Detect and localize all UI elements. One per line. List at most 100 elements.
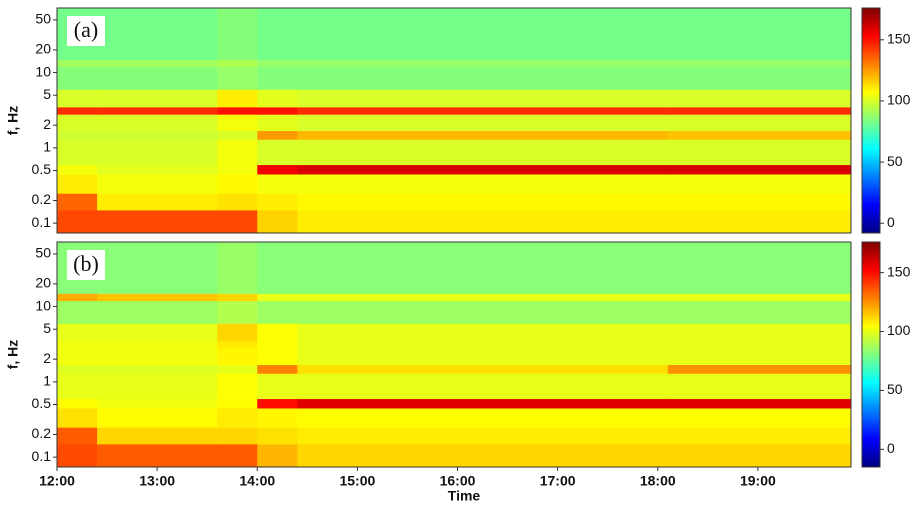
- colorbar-step: [862, 267, 880, 269]
- colorbar-step: [862, 181, 880, 183]
- colorbar-step: [862, 407, 880, 409]
- colorbar-frame: [861, 241, 881, 468]
- heat-cell: [297, 348, 669, 366]
- heat-cell: [257, 373, 298, 400]
- y-tick-label: 0.2: [32, 191, 52, 207]
- heat-cell: [97, 340, 218, 349]
- colorbar-step: [862, 257, 880, 259]
- colorbar-step: [862, 154, 880, 156]
- colorbar-step: [862, 82, 880, 84]
- colorbar-step: [862, 145, 880, 147]
- y-tick-label: 10: [35, 63, 51, 79]
- colorbar-tick-label: 0: [887, 440, 895, 456]
- heat-cell: [297, 407, 669, 428]
- colorbar-step: [862, 437, 880, 439]
- colorbar-step: [862, 411, 880, 413]
- colorbar-step: [862, 36, 880, 38]
- colorbar-step: [862, 307, 880, 309]
- colorbar-step: [862, 39, 880, 41]
- colorbar-step: [862, 163, 880, 165]
- colorbar-step: [862, 306, 880, 308]
- colorbar-step: [862, 316, 880, 318]
- heat-cell: [217, 89, 258, 108]
- panel-label-box: [67, 16, 105, 46]
- heat-cell: [57, 106, 98, 115]
- colorbar-step: [862, 51, 880, 53]
- colorbar-step: [862, 342, 880, 344]
- colorbar-step: [862, 131, 880, 133]
- heat-cell: [217, 427, 258, 445]
- colorbar-step: [862, 274, 880, 276]
- colorbar-step: [862, 329, 880, 331]
- colorbar-step: [862, 112, 880, 114]
- colorbar-step: [862, 269, 880, 271]
- colorbar-step: [862, 310, 880, 312]
- colorbar-step: [862, 231, 880, 233]
- colorbar-step: [862, 327, 880, 329]
- colorbar-step: [862, 108, 880, 110]
- colorbar-step: [862, 60, 880, 62]
- colorbar-step: [862, 305, 880, 307]
- colorbar-step: [862, 341, 880, 343]
- heat-cell: [257, 130, 298, 140]
- colorbar-step: [862, 390, 880, 392]
- colorbar-step: [862, 135, 880, 137]
- colorbar-step: [862, 440, 880, 442]
- colorbar-step: [862, 143, 880, 145]
- colorbar-step: [862, 391, 880, 393]
- colorbar-step: [862, 371, 880, 373]
- heat-cell: [57, 130, 98, 140]
- colorbar-step: [862, 452, 880, 454]
- heat-cell: [57, 193, 98, 211]
- heat-cell: [217, 398, 258, 409]
- colorbar-step: [862, 161, 880, 163]
- colorbar-step: [862, 318, 880, 320]
- colorbar-step: [862, 201, 880, 203]
- colorbar-step: [862, 453, 880, 455]
- colorbar-step: [862, 92, 880, 94]
- heat-cell: [97, 373, 218, 400]
- colorbar-step: [862, 361, 880, 363]
- y-tick-label: 20: [35, 275, 51, 291]
- colorbar-step: [862, 68, 880, 70]
- colorbar-step: [862, 373, 880, 375]
- heat-cell: [667, 373, 852, 400]
- colorbar-step: [862, 434, 880, 436]
- colorbar-step: [862, 428, 880, 430]
- colorbar-step: [862, 56, 880, 58]
- colorbar-step: [862, 377, 880, 379]
- colorbar-step: [862, 152, 880, 154]
- colorbar-step: [862, 271, 880, 273]
- colorbar-step: [862, 311, 880, 313]
- y-tick-label: 20: [35, 41, 51, 57]
- colorbar-step: [862, 43, 880, 45]
- colorbar-step: [862, 462, 880, 464]
- colorbar-step: [862, 358, 880, 360]
- colorbar-step: [862, 137, 880, 139]
- y-tick-label: 0.5: [32, 161, 52, 177]
- heat-cell: [57, 114, 98, 132]
- heat-cell: [217, 348, 258, 366]
- heat-cell: [667, 164, 852, 175]
- y-tick-label: 50: [35, 245, 51, 261]
- colorbar-step: [862, 396, 880, 398]
- colorbar-step: [862, 394, 880, 396]
- heat-cell: [257, 209, 298, 234]
- colorbar-step: [862, 314, 880, 316]
- colorbar-step: [862, 252, 880, 254]
- heat-cell: [257, 340, 298, 349]
- colorbar-step: [862, 442, 880, 444]
- heat-cell: [217, 364, 258, 374]
- colorbar-step: [862, 256, 880, 258]
- colorbar-step: [862, 296, 880, 298]
- colorbar-step: [862, 304, 880, 306]
- heat-cell: [57, 398, 98, 409]
- heat-cell: [257, 348, 298, 366]
- colorbar-step: [862, 459, 880, 461]
- colorbar-step: [862, 103, 880, 105]
- colorbar-step: [862, 196, 880, 198]
- colorbar-step: [862, 294, 880, 296]
- colorbar-step: [862, 70, 880, 72]
- colorbar-step: [862, 191, 880, 193]
- colorbar-step: [862, 326, 880, 328]
